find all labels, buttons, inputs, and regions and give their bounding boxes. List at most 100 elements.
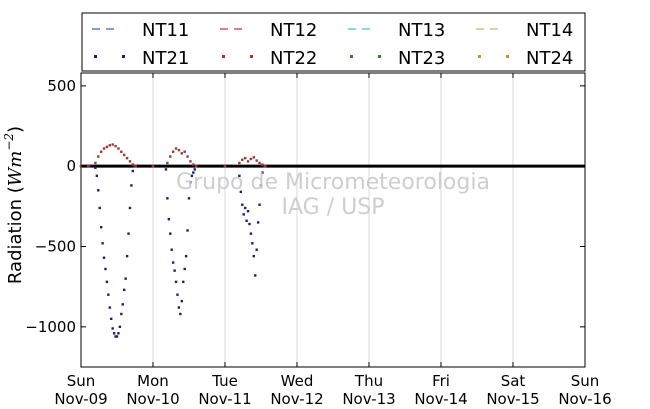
x-tick-label-date: Nov-09	[54, 390, 107, 408]
legend-label: NT22	[270, 48, 317, 69]
data-point	[105, 145, 109, 149]
y-axis-label-unit: Wm	[5, 151, 26, 187]
watermark-line-1: Grupo de Micrometeorologia	[176, 170, 490, 195]
data-point	[182, 280, 185, 284]
data-point	[121, 303, 124, 306]
data-point	[127, 232, 130, 235]
data-point	[124, 277, 127, 280]
data-point	[170, 248, 173, 251]
data-point	[261, 163, 264, 166]
data-point	[87, 164, 90, 168]
legend-item-nt22: NT22	[222, 48, 317, 69]
watermark-line-2: IAG / USP	[282, 195, 385, 220]
data-point	[243, 156, 247, 160]
legend-label: NT13	[398, 20, 445, 41]
data-point	[223, 164, 227, 168]
data-point	[166, 197, 169, 200]
data-point	[246, 209, 250, 213]
legend-item-nt12: NT12	[220, 20, 317, 41]
legend-swatch	[478, 55, 481, 58]
data-point	[115, 335, 119, 338]
data-point	[190, 174, 194, 178]
data-point	[248, 222, 251, 226]
data-point	[102, 256, 106, 259]
data-point	[252, 156, 255, 159]
y-axis-label-exponent: −2	[2, 133, 16, 151]
data-point	[107, 293, 110, 296]
y-axis-ticks: 500 0 −500 −1000	[25, 77, 585, 336]
data-point	[195, 164, 198, 168]
data-point	[243, 206, 247, 210]
data-point	[114, 144, 117, 148]
data-point	[258, 161, 261, 165]
data-point	[105, 280, 109, 284]
data-point	[252, 254, 255, 258]
x-tick-label-day: Sun	[571, 372, 600, 390]
x-tick-label-day: Fri	[432, 372, 450, 390]
legend: NT11 NT12 NT13 NT14 NT21 NT22 NT23 NT24	[81, 12, 586, 72]
data-point	[174, 280, 178, 284]
legend-swatch	[94, 55, 97, 58]
legend-label: NT12	[270, 20, 317, 41]
x-tick-label-date: Nov-16	[558, 390, 611, 408]
plot-frame	[80, 72, 586, 368]
legend-label: NT21	[142, 48, 189, 69]
legend-swatch	[350, 55, 353, 58]
data-point	[249, 157, 253, 161]
data-point	[164, 168, 168, 171]
data-point	[238, 174, 241, 178]
data-point	[98, 206, 101, 210]
data-point	[184, 254, 188, 258]
data-point	[118, 325, 122, 329]
data-point	[125, 254, 129, 258]
data-point	[104, 267, 107, 271]
data-point	[261, 171, 264, 174]
data-point	[131, 169, 135, 173]
data-point	[99, 150, 103, 153]
data-point	[133, 164, 136, 168]
data-point	[117, 147, 120, 150]
data-point	[174, 147, 178, 150]
data-point	[110, 317, 113, 321]
x-gridlines	[152, 73, 514, 367]
data-point	[166, 161, 169, 165]
data-point	[176, 293, 179, 296]
legend-label: NT11	[142, 20, 189, 41]
data-point	[95, 174, 99, 178]
legend-item-nt23: NT23	[350, 48, 445, 69]
y-tick-label: −1000	[25, 318, 76, 336]
legend-swatch	[506, 55, 509, 58]
x-tick-label-date: Nov-11	[198, 390, 251, 408]
data-point	[117, 332, 120, 335]
data-point	[131, 163, 135, 166]
data-point	[246, 160, 250, 163]
data-point	[88, 164, 91, 168]
data-point	[125, 156, 129, 160]
series-nt22	[79, 143, 267, 168]
x-tick-label-date: Nov-10	[126, 390, 179, 408]
data-point	[186, 155, 189, 158]
data-point	[134, 164, 137, 168]
data-point	[94, 161, 97, 165]
data-point	[171, 150, 175, 153]
x-tick-label-date: Nov-15	[486, 390, 539, 408]
data-point	[169, 232, 172, 235]
y-axis-label-suffix: )	[5, 126, 26, 133]
data-point	[193, 168, 196, 171]
x-tick-label-day: Wed	[281, 372, 314, 390]
x-tick-label-day: Mon	[137, 372, 169, 390]
data-point	[183, 150, 186, 153]
data-point	[128, 160, 132, 163]
legend-swatch	[122, 55, 125, 58]
data-point	[189, 181, 192, 184]
data-point	[189, 160, 192, 163]
data-point	[112, 332, 116, 335]
data-point	[256, 221, 260, 224]
data-point	[241, 203, 244, 206]
x-tick-label-day: Sun	[67, 372, 96, 390]
data-point	[177, 306, 181, 309]
data-point	[264, 164, 267, 168]
data-point	[180, 299, 183, 303]
x-tick-label-date: Nov-14	[414, 390, 467, 408]
